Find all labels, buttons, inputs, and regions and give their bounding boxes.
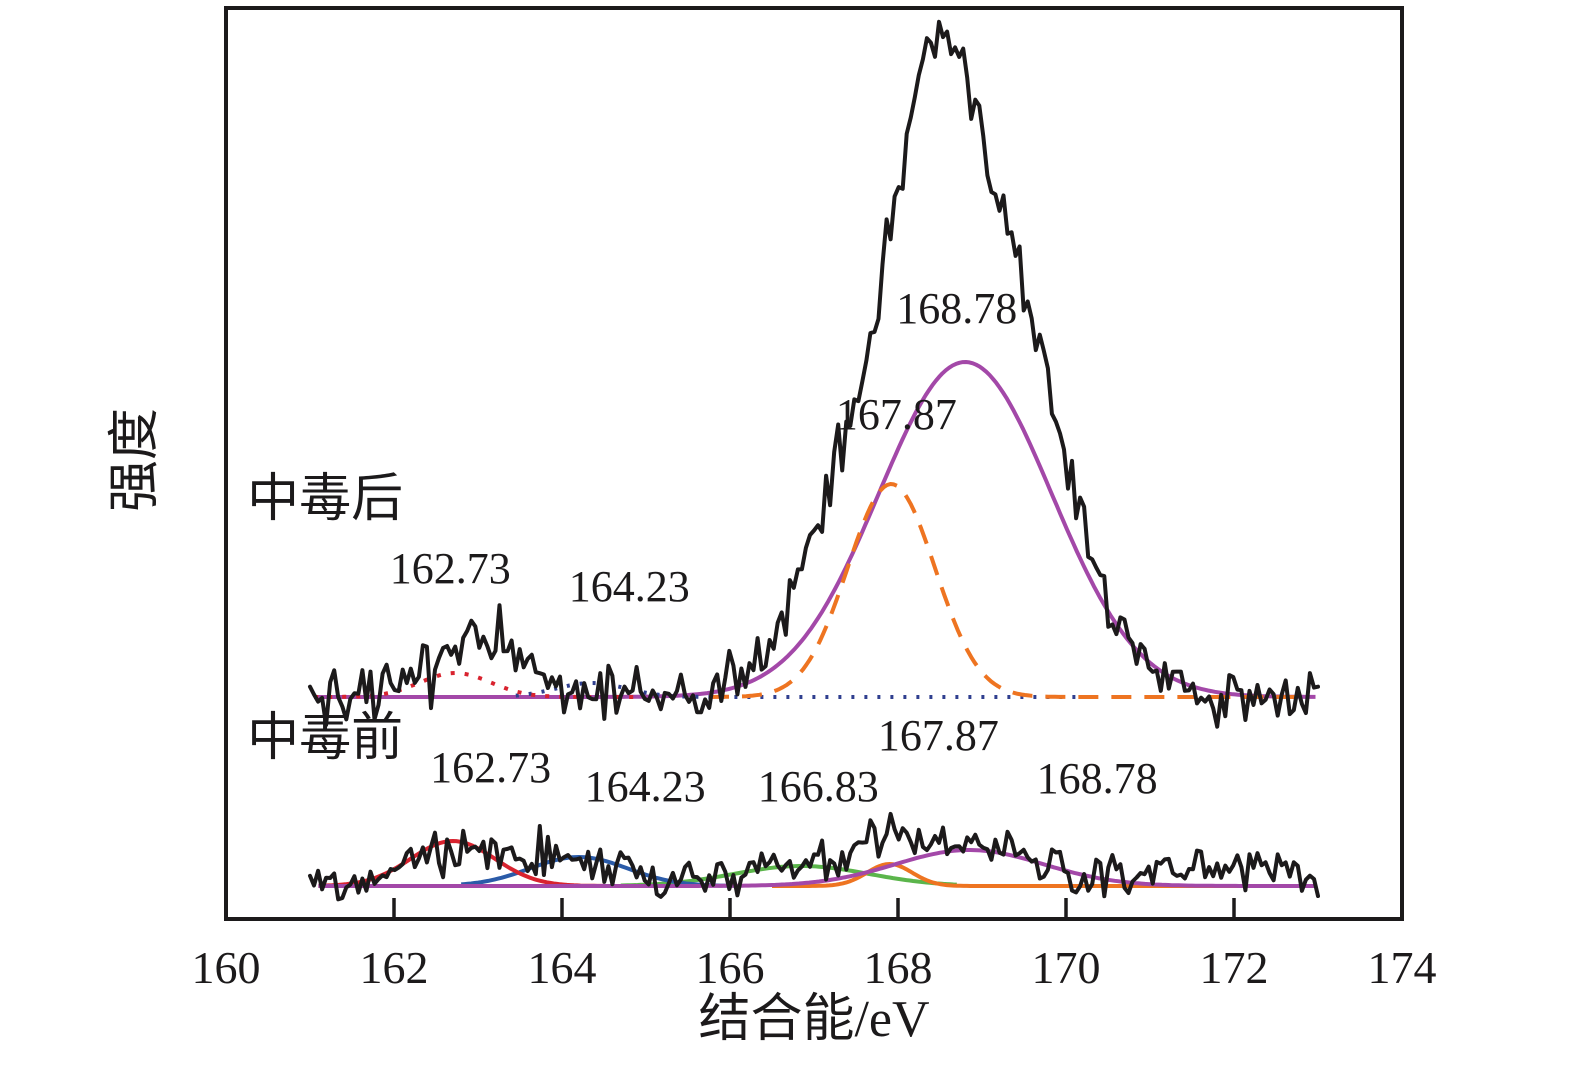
- fit-curve-after-167.87: [709, 482, 1308, 699]
- x-tick-label: 160: [192, 942, 261, 993]
- peak-label-after-164.23: 164.23: [569, 562, 690, 611]
- x-tick-label: 170: [1032, 942, 1101, 993]
- experimental-curve-before: [308, 811, 1320, 902]
- experimental-curve-after: [308, 19, 1320, 729]
- x-tick-label: 166: [696, 942, 765, 993]
- peak-label-after-162.73: 162.73: [390, 544, 511, 593]
- spectrum-label-before: 中毒前: [247, 710, 403, 767]
- x-tick-label: 162: [360, 942, 429, 993]
- peak-label-before-168.78: 168.78: [1037, 754, 1158, 803]
- fit-curve-before-168.78: [318, 848, 1317, 888]
- x-tick-label: 174: [1368, 942, 1437, 993]
- peak-label-after-168.78: 168.78: [896, 284, 1017, 333]
- plot-border: [224, 6, 1404, 921]
- x-tick-label: 168: [864, 942, 933, 993]
- x-tick-label: 172: [1200, 942, 1269, 993]
- peak-label-before-167.87: 167.87: [878, 711, 999, 760]
- peak-label-after-167.87: 167.87: [836, 390, 957, 439]
- peak-label-before-166.83: 166.83: [758, 762, 879, 811]
- peak-label-before-164.23: 164.23: [585, 762, 706, 811]
- peak-label-before-162.73: 162.73: [430, 743, 551, 792]
- x-axis-label: 结合能/eV: [698, 991, 929, 1048]
- x-tick-label: 164: [528, 942, 597, 993]
- y-axis-label: 强度: [107, 408, 164, 512]
- fit-curve-after-164.23: [515, 681, 1091, 699]
- spectrum-label-after: 中毒后: [247, 471, 403, 528]
